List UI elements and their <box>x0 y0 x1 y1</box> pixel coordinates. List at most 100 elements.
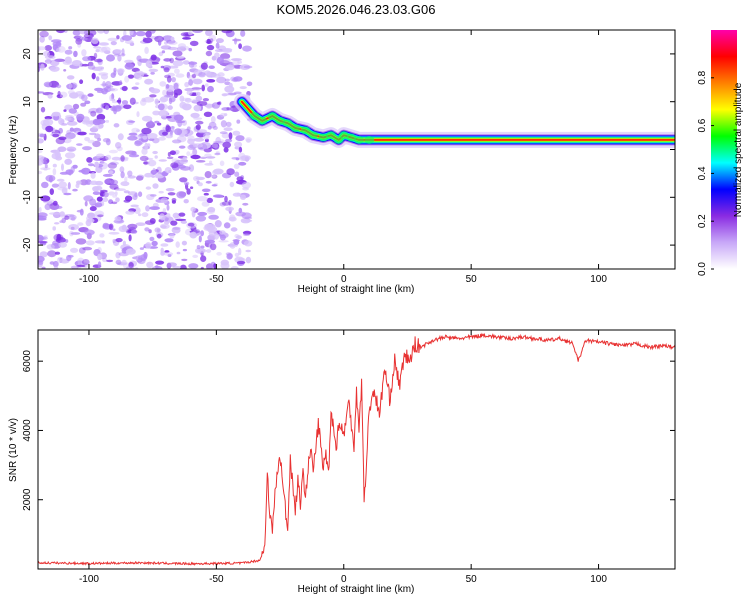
noise-speckle <box>181 240 187 246</box>
noise-speckle <box>195 120 204 125</box>
noise-speckle <box>101 88 108 95</box>
noise-speckle <box>81 94 88 102</box>
colorbar-tick-label: 0.0 <box>697 262 708 276</box>
noise-speckle <box>82 246 93 251</box>
noise-speckle <box>148 138 155 142</box>
noise-speckle <box>134 139 144 145</box>
noise-speckle <box>59 171 69 175</box>
signal-blob <box>249 112 260 121</box>
noise-speckle <box>110 41 117 46</box>
spectrogram-y-label: Frequency (Hz) <box>8 116 19 185</box>
noise-speckle <box>166 75 172 83</box>
y-tick-label: 20 <box>22 48 33 60</box>
noise-speckle <box>38 240 48 244</box>
noise-speckle <box>52 168 57 176</box>
noise-speckle <box>148 229 152 234</box>
noise-speckle <box>181 258 188 262</box>
noise-speckle <box>112 195 117 198</box>
noise-speckle <box>59 91 68 98</box>
noise-speckle <box>39 133 45 138</box>
noise-speckle <box>178 43 186 49</box>
noise-speckle <box>121 259 127 266</box>
noise-speckle <box>231 60 240 66</box>
colorbar: 0.0 0.2 0.4 0.6 0.8 Normalized spectral ampl… <box>697 30 744 276</box>
noise-speckle <box>107 87 119 92</box>
noise-speckle <box>200 255 207 262</box>
noise-speckle <box>53 233 64 241</box>
noise-speckle <box>149 120 153 126</box>
noise-speckle <box>45 125 54 133</box>
noise-speckle <box>102 197 109 202</box>
signal-blob <box>318 133 329 142</box>
noise-speckle <box>119 166 125 173</box>
signal-blob <box>338 131 349 140</box>
noise-speckle <box>91 37 99 44</box>
noise-speckle <box>179 264 187 269</box>
noise-speckle <box>188 79 194 86</box>
noise-speckle <box>138 213 142 217</box>
noise-speckle <box>109 183 119 190</box>
noise-speckle <box>154 155 158 159</box>
signal-blob <box>364 135 375 144</box>
noise-speckle <box>125 266 135 269</box>
noise-speckle <box>152 183 159 189</box>
noise-speckle <box>225 64 235 71</box>
noise-speckle <box>72 60 82 67</box>
noise-speckle <box>204 153 212 158</box>
noise-speckle <box>111 201 118 205</box>
noise-speckle <box>240 30 246 37</box>
noise-speckle <box>228 132 233 140</box>
x-tick-label: 100 <box>590 274 607 285</box>
noise-speckle <box>56 234 62 241</box>
signal-blob <box>326 131 337 140</box>
signal-blob <box>300 126 311 135</box>
noise-speckle <box>128 120 136 123</box>
noise-speckle <box>52 226 56 231</box>
noise-speckle <box>239 86 247 90</box>
noise-speckle <box>127 74 134 79</box>
noise-speckle <box>188 61 195 68</box>
noise-speckle <box>246 138 251 143</box>
noise-speckle <box>215 38 224 44</box>
noise-speckle <box>61 163 64 171</box>
noise-speckle <box>151 169 158 175</box>
noise-speckle <box>245 256 252 264</box>
noise-speckle <box>49 66 60 72</box>
noise-speckle <box>124 176 128 183</box>
noise-speckle <box>123 30 127 37</box>
noise-speckle <box>131 86 139 90</box>
signal-blob <box>346 133 357 142</box>
noise-speckle <box>192 98 199 103</box>
noise-speckle <box>234 37 237 45</box>
noise-speckle <box>125 248 136 255</box>
noise-speckle <box>151 240 158 247</box>
spectrogram-y-ticks: -20 -10 0 10 20 <box>22 48 675 252</box>
noise-speckle <box>231 266 239 269</box>
noise-speckle <box>91 72 96 80</box>
noise-speckle <box>169 233 175 239</box>
noise-speckle <box>195 176 205 181</box>
noise-speckle <box>96 153 105 159</box>
noise-speckle <box>38 207 42 213</box>
figure-title: KOM5.2026.046.23.03.G06 <box>276 2 435 17</box>
noise-speckle <box>46 244 55 250</box>
noise-speckle <box>193 117 203 120</box>
colorbar-bar <box>711 30 737 269</box>
noise-speckle <box>70 217 76 221</box>
noise-speckle <box>85 240 95 246</box>
noise-speckle <box>40 195 51 202</box>
noise-speckle <box>57 257 61 264</box>
noise-speckle <box>54 58 66 62</box>
noise-speckle <box>82 56 92 62</box>
noise-speckle <box>79 79 84 84</box>
noise-speckle <box>234 234 240 239</box>
noise-speckle <box>183 181 190 186</box>
noise-speckle <box>93 52 98 59</box>
noise-speckle <box>222 49 232 53</box>
noise-speckle <box>157 103 165 111</box>
noise-speckle <box>187 222 195 227</box>
noise-speckle <box>38 64 41 69</box>
noise-speckle <box>136 175 144 181</box>
x-tick-label: -50 <box>209 574 224 585</box>
